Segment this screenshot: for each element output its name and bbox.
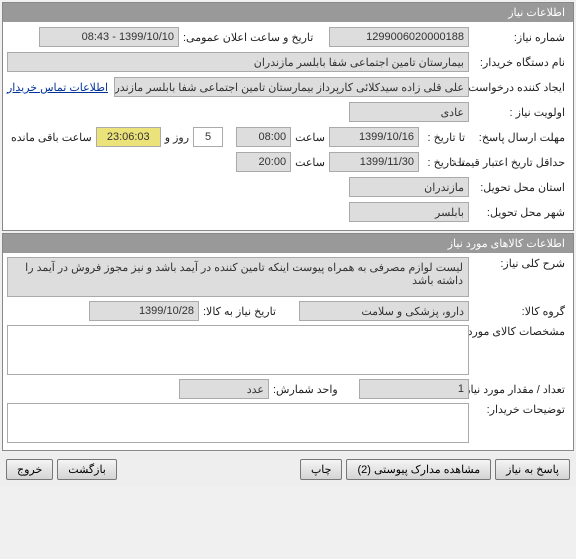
view-attachments-button[interactable]: مشاهده مدارک پیوستی (2) xyxy=(346,459,491,480)
creator-value: علی قلی زاده سیدکلائی کارپرداز بیمارستان… xyxy=(114,77,469,97)
qty-value: 1 xyxy=(359,379,469,399)
announce-value: 1399/10/10 - 08:43 xyxy=(39,27,179,47)
desc-value: لیست لوازم مصرفی به همراه پیوست اینکه تا… xyxy=(7,257,469,297)
deadline-time: 08:00 xyxy=(236,127,291,147)
goods-info-panel: اطلاعات کالاهای مورد نیاز شرح کلی نیاز: … xyxy=(2,233,574,451)
priority-value: عادی xyxy=(349,102,469,122)
goods-info-body: شرح کلی نیاز: لیست لوازم مصرفی به همراه … xyxy=(3,253,573,450)
min-validity-date: 1399/11/30 xyxy=(329,152,419,172)
min-validity-time: 20:00 xyxy=(236,152,291,172)
deadline-label: مهلت ارسال پاسخ: xyxy=(469,131,569,144)
need-date-value: 1399/10/28 xyxy=(89,301,199,321)
contact-buyer-link[interactable]: اطلاعات تماس خریدار xyxy=(7,81,114,94)
days-label: روز و xyxy=(161,131,193,144)
buyer-value: بیمارستان تامین اجتماعی شفا بابلسر مازند… xyxy=(7,52,469,72)
priority-label: اولویت نیاز : xyxy=(469,106,569,119)
exit-button[interactable]: خروج xyxy=(6,459,53,480)
time-label-1: ساعت xyxy=(291,131,329,144)
need-info-body: شماره نیاز: 1299006020000188 تاریخ و ساع… xyxy=(3,22,573,230)
days-value: 5 xyxy=(193,127,223,147)
row-buyer-notes: توضیحات خریدار: xyxy=(7,403,569,443)
row-need-number: شماره نیاز: 1299006020000188 تاریخ و ساع… xyxy=(7,26,569,48)
row-buyer: نام دستگاه خریدار: بیمارستان تامین اجتما… xyxy=(7,51,569,73)
city-value: بابلسر xyxy=(349,202,469,222)
remaining-label: ساعت باقی مانده xyxy=(7,131,96,144)
province-value: مازندران xyxy=(349,177,469,197)
until-label-2: تا تاریخ : xyxy=(419,156,469,169)
city-label: شهر محل تحویل: xyxy=(469,206,569,219)
min-validity-label: حداقل تاریخ اعتبار قیمت: xyxy=(469,156,569,169)
deadline-date: 1399/10/16 xyxy=(329,127,419,147)
row-qty: تعداد / مقدار مورد نیاز: 1 واحد شمارش: ع… xyxy=(7,378,569,400)
row-spec: مشخصات کالای مورد نیاز: xyxy=(7,325,569,375)
buyer-label: نام دستگاه خریدار: xyxy=(469,56,569,69)
need-date-label: تاریخ نیاز به کالا: xyxy=(199,305,299,318)
need-number-label: شماره نیاز: xyxy=(469,31,569,44)
need-number-value: 1299006020000188 xyxy=(329,27,469,47)
row-priority: اولویت نیاز : عادی xyxy=(7,101,569,123)
print-button[interactable]: چاپ xyxy=(300,459,343,480)
need-info-panel: اطلاعات نیاز شماره نیاز: 129900602000018… xyxy=(2,2,574,231)
buyer-notes-label: توضیحات خریدار: xyxy=(469,403,569,416)
buyer-notes-value[interactable] xyxy=(7,403,469,443)
need-info-header: اطلاعات نیاز xyxy=(3,3,573,22)
group-value: دارو، پزشکی و سلامت xyxy=(299,301,469,321)
time-label-2: ساعت xyxy=(291,156,329,169)
qty-label: تعداد / مقدار مورد نیاز: xyxy=(469,383,569,396)
unit-value: عدد xyxy=(179,379,269,399)
group-label: گروه کالا: xyxy=(469,305,569,318)
row-desc: شرح کلی نیاز: لیست لوازم مصرفی به همراه … xyxy=(7,257,569,297)
row-group: گروه کالا: دارو، پزشکی و سلامت تاریخ نیا… xyxy=(7,300,569,322)
row-creator: ایجاد کننده درخواست: علی قلی زاده سیدکلا… xyxy=(7,76,569,98)
until-label-1: تا تاریخ : xyxy=(419,131,469,144)
row-city: شهر محل تحویل: بابلسر xyxy=(7,201,569,223)
button-bar: پاسخ به نیاز مشاهده مدارک پیوستی (2) چاپ… xyxy=(0,453,576,486)
creator-label: ایجاد کننده درخواست: xyxy=(469,81,569,94)
province-label: استان محل تحویل: xyxy=(469,181,569,194)
announce-label: تاریخ و ساعت اعلان عمومی: xyxy=(179,31,329,44)
row-deadline: مهلت ارسال پاسخ: تا تاریخ : 1399/10/16 س… xyxy=(7,126,569,148)
back-button[interactable]: بازگشت xyxy=(57,459,117,480)
spec-value[interactable] xyxy=(7,325,469,375)
row-province: استان محل تحویل: مازندران xyxy=(7,176,569,198)
spec-label: مشخصات کالای مورد نیاز: xyxy=(469,325,569,338)
unit-label: واحد شمارش: xyxy=(269,383,359,396)
goods-info-header: اطلاعات کالاهای مورد نیاز xyxy=(3,234,573,253)
remaining-time: 23:06:03 xyxy=(96,127,161,147)
respond-button[interactable]: پاسخ به نیاز xyxy=(495,459,570,480)
desc-label: شرح کلی نیاز: xyxy=(469,257,569,270)
row-min-validity: حداقل تاریخ اعتبار قیمت: تا تاریخ : 1399… xyxy=(7,151,569,173)
